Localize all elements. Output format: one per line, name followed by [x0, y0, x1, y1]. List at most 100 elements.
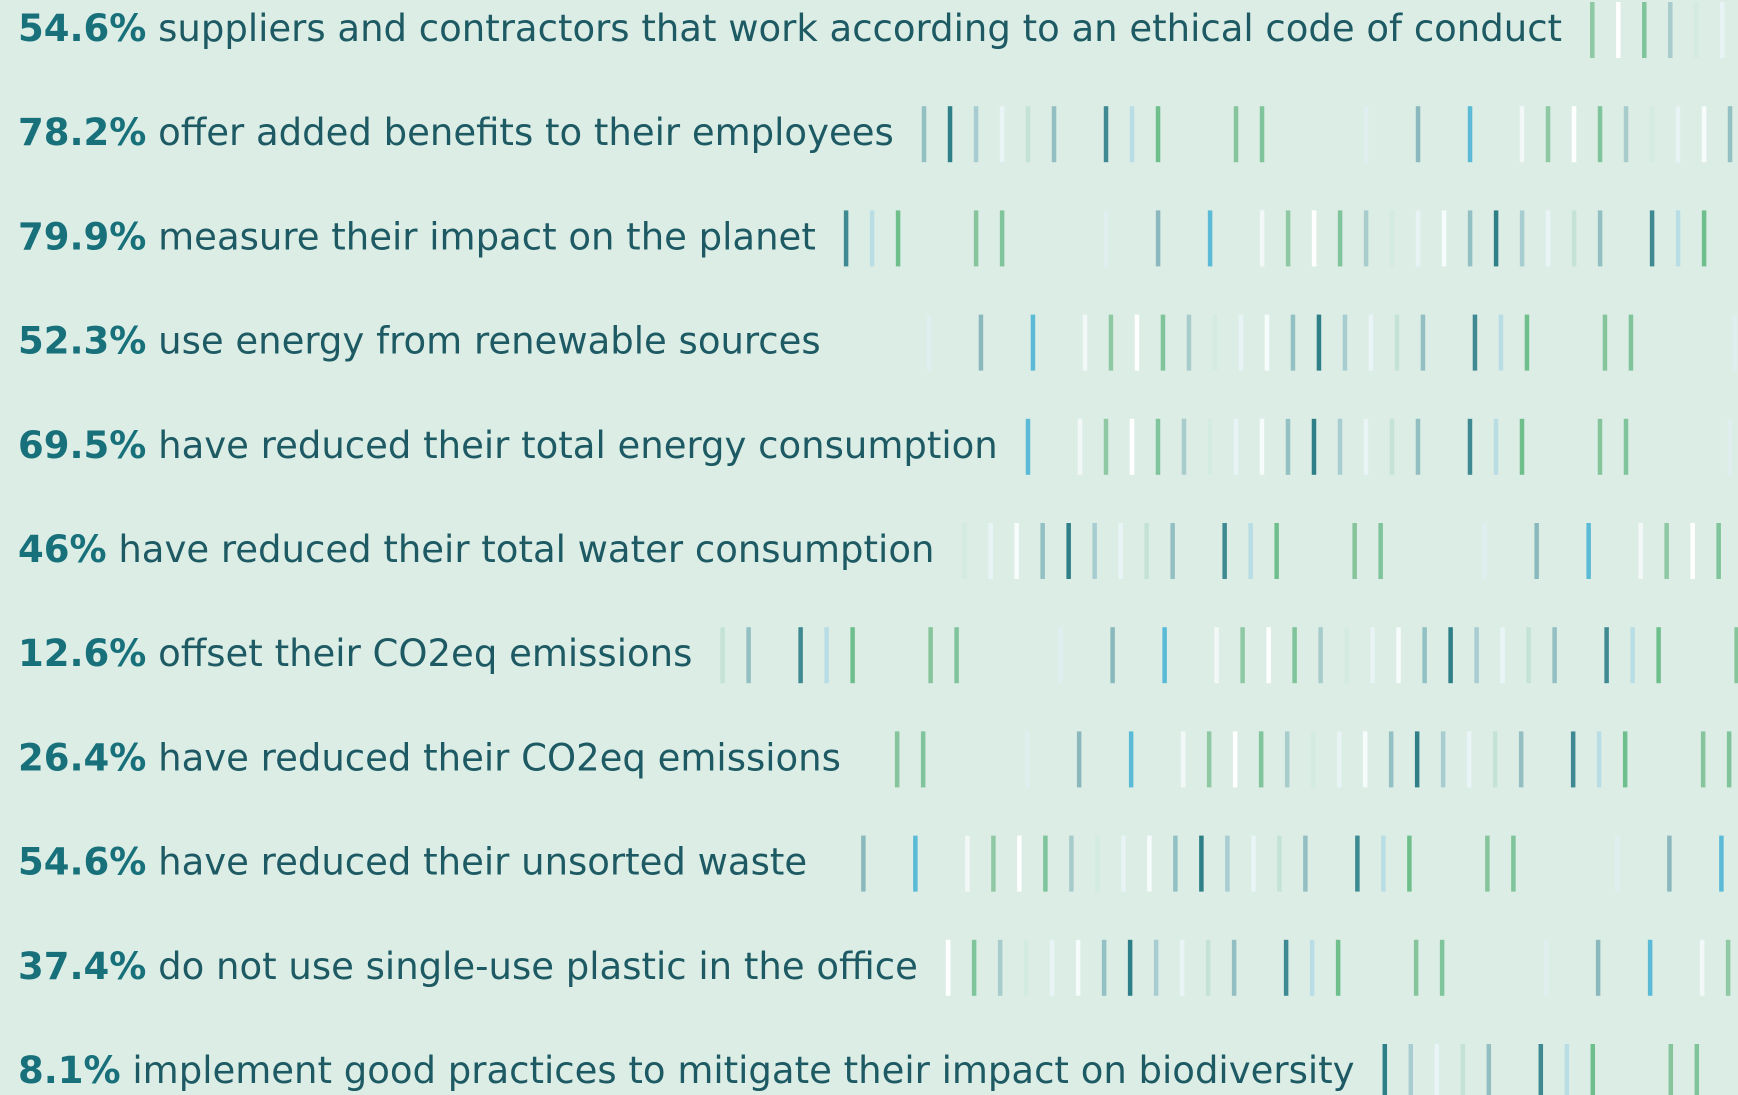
stripe [1434, 1044, 1440, 1095]
stripe [1716, 523, 1721, 579]
stripe [824, 627, 829, 684]
stripe [1694, 1044, 1700, 1095]
stripe [850, 627, 855, 684]
stripe [1258, 731, 1264, 788]
stripe [947, 106, 953, 163]
stripe [1519, 106, 1525, 163]
stripe [1381, 835, 1386, 892]
stat-row: 54.6% suppliers and contractors that wor… [18, 7, 1562, 50]
stripe [895, 210, 901, 267]
stripe [999, 106, 1005, 163]
stat-text: have reduced their total water consumpti… [118, 528, 934, 571]
stripe [1545, 106, 1551, 163]
stripe [1534, 523, 1539, 579]
stripe [1649, 106, 1655, 163]
stripe [1664, 523, 1669, 579]
stripe [1075, 939, 1081, 996]
stripe [971, 939, 977, 996]
stat-percent: 12.6% [18, 632, 146, 675]
stripe [1103, 418, 1109, 475]
stripe [1170, 523, 1175, 579]
stripe [1656, 627, 1661, 684]
stripe [1095, 835, 1100, 892]
stat-row: 52.3% use energy from renewable sources [18, 319, 821, 362]
stripe [1023, 939, 1029, 996]
stripe [1179, 939, 1185, 996]
stripe [1420, 314, 1426, 371]
stripe [1616, 2, 1621, 58]
stripe [1388, 731, 1394, 788]
stripe [999, 210, 1005, 267]
stripe [1518, 731, 1524, 788]
stripe [1571, 106, 1577, 163]
stripe [1336, 731, 1342, 788]
stripe [1110, 627, 1115, 684]
stat-row: 12.6% offset their CO2eq emissions [18, 632, 692, 675]
stripe [1699, 939, 1705, 996]
stripe [798, 627, 803, 684]
stripe [1285, 210, 1291, 267]
stripe [920, 731, 926, 788]
stripe [1378, 523, 1383, 579]
stripe [1316, 314, 1322, 371]
stripe [1362, 731, 1368, 788]
stripe [1303, 835, 1308, 892]
stripe [861, 835, 866, 892]
stripe [1394, 314, 1400, 371]
stripe [1415, 210, 1421, 267]
stripe [1355, 835, 1360, 892]
stripe [1025, 418, 1031, 475]
stat-text: measure their impact on the planet [158, 215, 816, 258]
stripe [1030, 314, 1036, 371]
stat-text: do not use single-use plastic in the off… [158, 944, 918, 987]
stripe [1274, 523, 1279, 579]
stripe [1690, 523, 1695, 579]
stripe [1622, 731, 1628, 788]
stat-text: use energy from renewable sources [158, 319, 821, 362]
stripe [1727, 106, 1733, 163]
stripe [1732, 314, 1738, 371]
stripe [1734, 627, 1738, 684]
stripe [1259, 210, 1265, 267]
stripe [973, 210, 979, 267]
stripe [1511, 835, 1516, 892]
stripe [1595, 939, 1601, 996]
stripe [1344, 627, 1349, 684]
stripe [1482, 523, 1487, 579]
stripe [1474, 627, 1479, 684]
stripe [1538, 1044, 1544, 1095]
stripe [1153, 939, 1159, 996]
stripe [1642, 2, 1647, 58]
stat-percent: 79.9% [18, 215, 146, 258]
stripe [1155, 418, 1161, 475]
stripe [1051, 106, 1057, 163]
stripe [1206, 731, 1212, 788]
stripe [1337, 210, 1343, 267]
stripe [1335, 939, 1341, 996]
stripe [1147, 835, 1152, 892]
stripe [1524, 314, 1530, 371]
stripe [1233, 418, 1239, 475]
stripe [921, 106, 927, 163]
stripe [1342, 314, 1348, 371]
stripe [1586, 523, 1591, 579]
stripe [913, 835, 918, 892]
stripe [1667, 835, 1672, 892]
stripe [965, 835, 970, 892]
stripe [1352, 523, 1357, 579]
stripe [1292, 627, 1297, 684]
stripe [1199, 835, 1204, 892]
stripe [1103, 106, 1109, 163]
stripe [1240, 627, 1245, 684]
stripe [1422, 627, 1427, 684]
stripe [1337, 418, 1343, 475]
stripe [991, 835, 996, 892]
stripe [1720, 2, 1725, 58]
stripe [1186, 314, 1192, 371]
stripe [1519, 418, 1525, 475]
stripe [720, 627, 725, 684]
stripe [1058, 627, 1063, 684]
stripe [1066, 523, 1071, 579]
stripe [1439, 939, 1445, 996]
